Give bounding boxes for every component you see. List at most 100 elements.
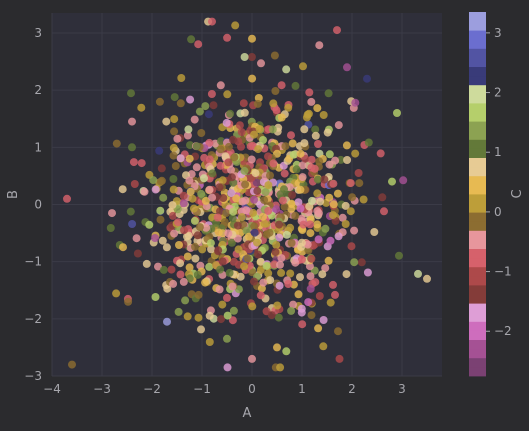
scatter-point (287, 239, 296, 247)
scatter-point (351, 98, 360, 107)
scatter-point (169, 279, 178, 288)
scatter-point (240, 53, 249, 61)
scatter-point (319, 342, 328, 351)
scatter-point (376, 149, 385, 158)
scatter-point (216, 145, 225, 154)
scatter-point (221, 152, 230, 161)
scatter-point (254, 145, 263, 154)
scatter-point (311, 125, 320, 134)
scatter-point (272, 205, 281, 214)
scatter-point (195, 223, 204, 232)
scatter-point (307, 97, 316, 106)
scatter-point (259, 136, 267, 144)
colorbar-segment (469, 221, 486, 231)
scatter-point (142, 259, 151, 268)
scatter-point (218, 257, 227, 266)
scatter-point (264, 269, 273, 278)
scatter-point (313, 189, 322, 198)
scatter-point (319, 111, 328, 119)
scatter-point (228, 316, 237, 325)
scatter-point (185, 176, 194, 185)
scatter-point (254, 94, 263, 102)
scatter-point (183, 252, 192, 261)
colorbar-segment (469, 12, 486, 22)
scatter-point (193, 270, 202, 279)
scatter-point (306, 220, 314, 229)
scatter-point (174, 218, 183, 227)
scatter-point (348, 193, 357, 202)
scatter-point (359, 195, 368, 204)
scatter-point (201, 102, 210, 111)
scatter-point (118, 185, 127, 194)
scatter-point (223, 90, 232, 99)
scatter-point (207, 90, 216, 98)
scatter-point (63, 194, 71, 203)
scatter-point (177, 74, 186, 82)
scatter-point (194, 40, 203, 49)
scatter-point (68, 360, 76, 369)
scatter-point (272, 241, 281, 249)
y-tick-label: 2 (34, 83, 42, 97)
scatter-point (298, 161, 307, 170)
scatter-point (244, 232, 253, 241)
scatter-point (261, 188, 270, 197)
scatter-point (197, 129, 206, 137)
scatter-point (214, 246, 223, 255)
scatter-point (156, 206, 165, 215)
colorbar-segment (469, 294, 486, 304)
scatter-point (249, 208, 257, 217)
scatter-point (169, 151, 178, 160)
scatter-point (167, 265, 176, 274)
y-tick-label: 0 (34, 198, 42, 212)
scatter-point (287, 131, 295, 140)
colorbar-segment (469, 39, 486, 49)
scatter-point (192, 142, 201, 151)
scatter-point (236, 272, 245, 281)
scatter-point (171, 162, 180, 170)
scatter-point (294, 290, 303, 299)
scatter-point (223, 334, 231, 343)
scatter-point (112, 139, 121, 148)
scatter-point (162, 243, 171, 252)
scatter-point (208, 169, 217, 178)
scatter-point (179, 277, 188, 286)
scatter-point (200, 174, 208, 183)
scatter-point (128, 117, 136, 126)
colorbar-tick-label: 0 (494, 205, 502, 219)
scatter-point (277, 81, 286, 90)
scatter-point (347, 242, 356, 251)
scatter-point (238, 197, 247, 206)
scatter-point (124, 297, 133, 306)
scatter-point (162, 117, 171, 126)
scatter-point (242, 206, 251, 215)
scatter-point (229, 257, 238, 266)
scatter-point (168, 201, 177, 210)
scatter-point (277, 254, 286, 263)
scatter-point (297, 238, 306, 247)
colorbar-tick-label: −2 (494, 324, 512, 338)
scatter-point (388, 177, 396, 186)
scatter-point (363, 74, 371, 83)
scatter-point (184, 125, 193, 134)
scatter-point (205, 155, 214, 164)
scatter-point (298, 320, 307, 329)
scatter-point (157, 164, 166, 173)
scatter-point (192, 163, 201, 172)
scatter-point (257, 59, 265, 68)
scatter-point (229, 135, 237, 144)
scatter-point (272, 106, 281, 115)
scatter-point (176, 270, 185, 279)
scatter-point (284, 280, 293, 288)
scatter-point (334, 121, 343, 130)
x-tick-label: 2 (348, 382, 356, 396)
scatter-point (219, 194, 228, 202)
scatter-point (380, 207, 388, 216)
scatter-point (179, 199, 188, 208)
scatter-point (280, 169, 289, 178)
scatter-point (179, 191, 188, 200)
scatter-point (184, 231, 193, 240)
scatter-point (119, 243, 127, 252)
scatter-point (262, 230, 271, 239)
scatter-point (316, 197, 325, 206)
